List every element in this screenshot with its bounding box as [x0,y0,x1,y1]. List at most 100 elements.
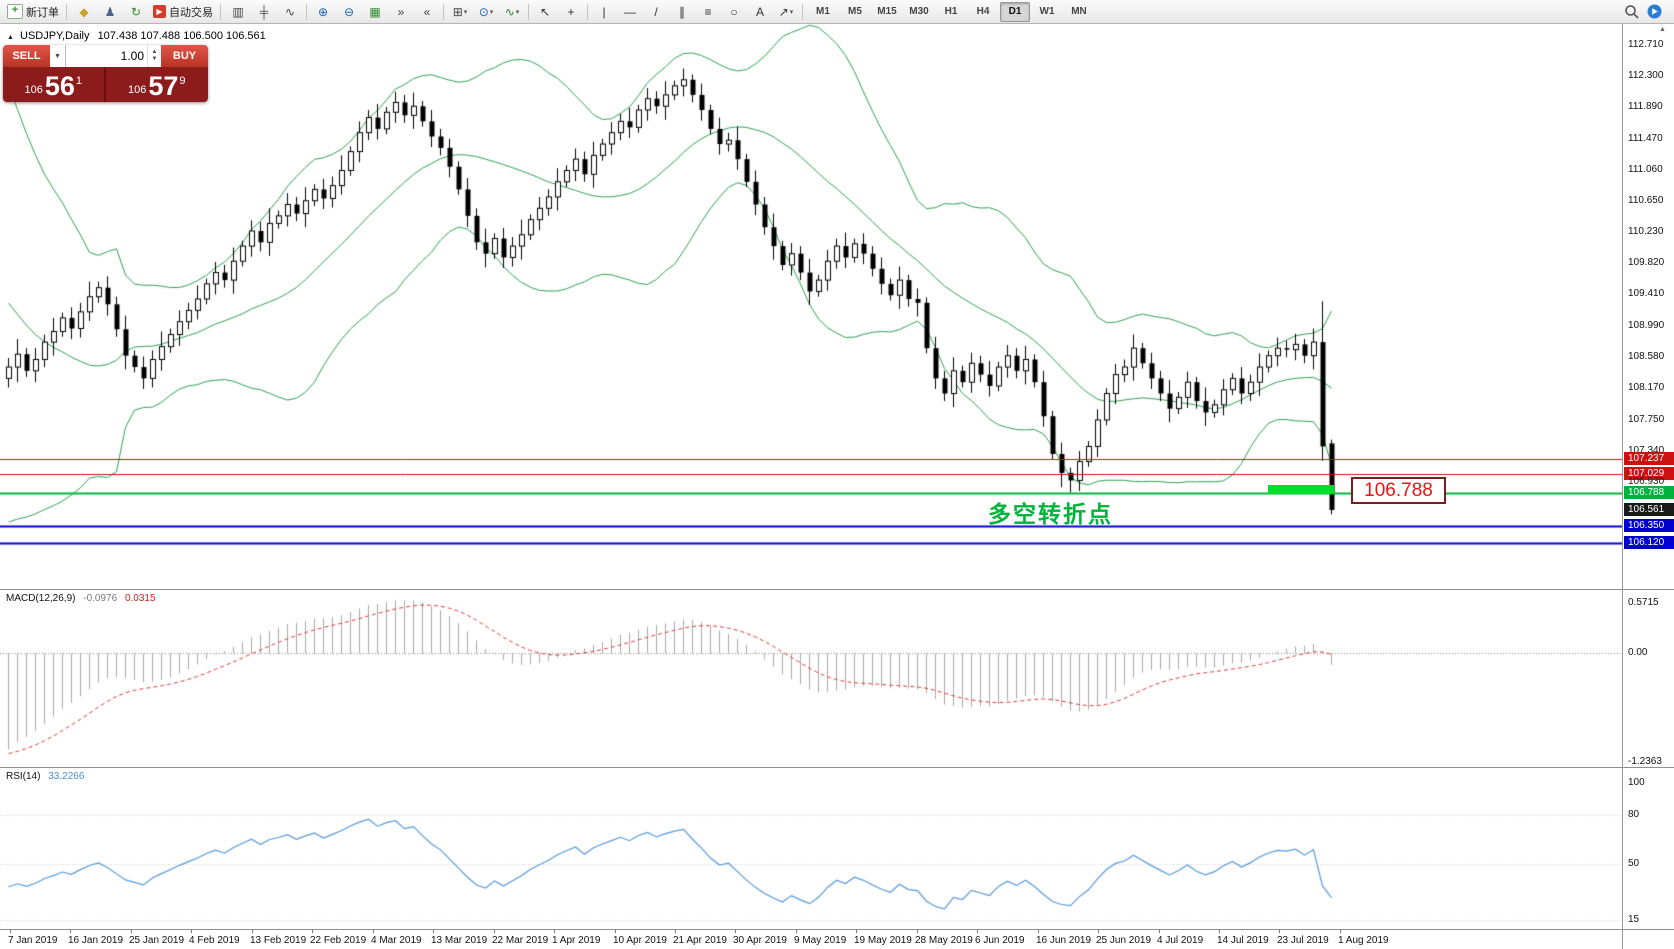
zoom-in-button[interactable]: ⊕ [310,2,336,22]
chart-shift-button[interactable]: « [414,2,440,22]
time-tick [252,930,253,933]
chart-text-annotation[interactable]: 多空转折点 [988,501,1113,527]
highlight-price-segment[interactable] [1268,485,1334,494]
chart-title: ▲ USDJPY,Daily 107.438 107.488 106.500 1… [7,30,266,42]
price-axis-label: 108.990 [1628,320,1665,332]
ask-price[interactable]: 106 57 9 [106,67,209,102]
bid-prefix: 106 [24,84,43,96]
rsi-axis-label: 100 [1628,777,1645,788]
fibonacci-button[interactable]: ≡ [695,2,721,22]
time-tick [131,930,132,933]
price-axis-label: 107.340 [1628,444,1665,456]
timeframe-d1[interactable]: D1 [1000,1,1030,22]
time-axis-label: 21 Apr 2019 [673,935,727,946]
chevron-down-icon: ▾ [515,8,520,16]
refresh-button[interactable]: ↻ [123,2,149,22]
new-chart-button[interactable]: ⊞ ▾ [447,2,473,22]
refresh-icon: ↻ [130,4,142,19]
profile-icon: ♟ [104,4,116,19]
timeframe-m15[interactable]: M15 [877,6,897,17]
vertical-line-button[interactable]: | [591,2,617,22]
time-axis-label: 16 Jun 2019 [1036,935,1092,946]
line-chart-button[interactable]: ∿ [277,2,303,22]
panel-divider[interactable] [0,589,1674,590]
volume-stepper[interactable]: ▲ ▼ [147,45,161,67]
time-tick [856,930,857,933]
crosshair-icon: + [567,4,575,19]
community-icon[interactable] [1647,4,1662,19]
buy-button[interactable]: BUY [161,45,208,67]
panel-divider[interactable] [0,767,1674,768]
macd-axis-label: 0.5715 [1628,597,1659,608]
time-axis-label: 10 Apr 2019 [613,935,667,946]
autotrading-label: 自动交易 [169,6,213,19]
search-icon[interactable] [1624,4,1639,19]
zoom-out-button[interactable]: ⊖ [336,2,362,22]
new-order-label: 新订单 [26,6,59,19]
rsi-name: RSI(14) [6,771,41,782]
profile-button[interactable]: ♟ [97,2,123,22]
toolbar-separator [66,3,67,20]
bar-chart-button[interactable]: ▥ [225,2,251,22]
shapes-button[interactable]: ○ [721,2,747,22]
chevron-down-icon: ▾ [489,8,494,16]
time-tick [433,930,434,933]
time-tick [70,930,71,933]
timeframe-h4[interactable]: H4 [976,6,990,17]
time-tick [977,930,978,933]
one-click-trading-panel: SELL ▼ ▲▼ BUY 106 56 1 106 57 9 [3,45,208,102]
timeframe-w1[interactable]: W1 [1039,6,1055,17]
channel-button[interactable]: ∥ [669,2,695,22]
autotrading-button[interactable]: ▶ 自动交易 [150,2,216,22]
chart-shift-icon: « [423,4,431,19]
auto-scroll-button[interactable]: » [388,2,414,22]
rsi-chart-canvas[interactable] [0,768,1622,930]
bid-price[interactable]: 106 56 1 [3,67,106,102]
price-chart-canvas[interactable] [0,24,1622,590]
time-axis[interactable]: 7 Jan 2019 16 Jan 2019 25 Jan 2019 4 Feb 20… [0,930,1622,949]
ask-main-digits: 57 [148,71,179,101]
time-axis-label: 22 Mar 2019 [492,935,549,946]
collapse-triangle-icon[interactable]: ▲ [7,34,14,41]
tile-windows-button[interactable]: ▦ [362,2,388,22]
trendline-button[interactable]: / [643,2,669,22]
time-tick [312,930,313,933]
macd-main-value: -0.0976 [83,593,118,604]
horizontal-line-button[interactable]: — [617,2,643,22]
price-axis-label: 109.410 [1628,288,1665,300]
time-axis-label: 28 May 2019 [915,935,973,946]
timeframe-mn[interactable]: MN [1071,6,1087,17]
sell-button[interactable]: SELL [3,45,50,67]
time-axis-label: 30 Apr 2019 [733,935,787,946]
rsi-label: RSI(14) 33.2266 [6,771,84,782]
macd-chart-canvas[interactable] [0,590,1622,768]
price-callout-box[interactable]: 106.788 [1351,477,1446,504]
axis-scroll-up-icon[interactable]: ▲ [1659,26,1666,33]
timeframe-h1[interactable]: H1 [944,6,958,17]
layers-button[interactable]: ◆ [71,2,97,22]
candlestick-chart-button[interactable]: ╪ [251,2,277,22]
timeframe-m5[interactable]: M5 [848,6,862,17]
crosshair-button[interactable]: + [558,2,584,22]
cursor-button[interactable]: ↖ [532,2,558,22]
timeframe-m30[interactable]: M30 [909,6,929,17]
periods-button[interactable]: ⊙ ▾ [473,2,499,22]
volume-input[interactable] [66,45,147,67]
new-order-button[interactable]: + 新订单 [4,2,62,22]
volume-dropdown[interactable]: ▼ [50,45,66,67]
time-tick [796,930,797,933]
arrow-objects-button[interactable]: ↗ ▾ [773,2,799,22]
toolbar-separator [306,3,307,20]
text-button[interactable]: A [747,2,773,22]
time-tick [10,930,11,933]
indicators-button[interactable]: ∿ ▾ [499,2,525,22]
timeframe-m1[interactable]: M1 [816,6,830,17]
price-tag-106.350: 106.350 [1624,518,1674,532]
toolbar-separator [802,3,803,20]
indicators-icon: ∿ [504,4,515,19]
bar-chart-icon: ▥ [232,4,244,19]
time-tick [917,930,918,933]
price-axis[interactable]: ▲ 112.710 112.300 111.890 111.470 111.060 110… [1622,24,1674,949]
time-tick [1098,930,1099,933]
